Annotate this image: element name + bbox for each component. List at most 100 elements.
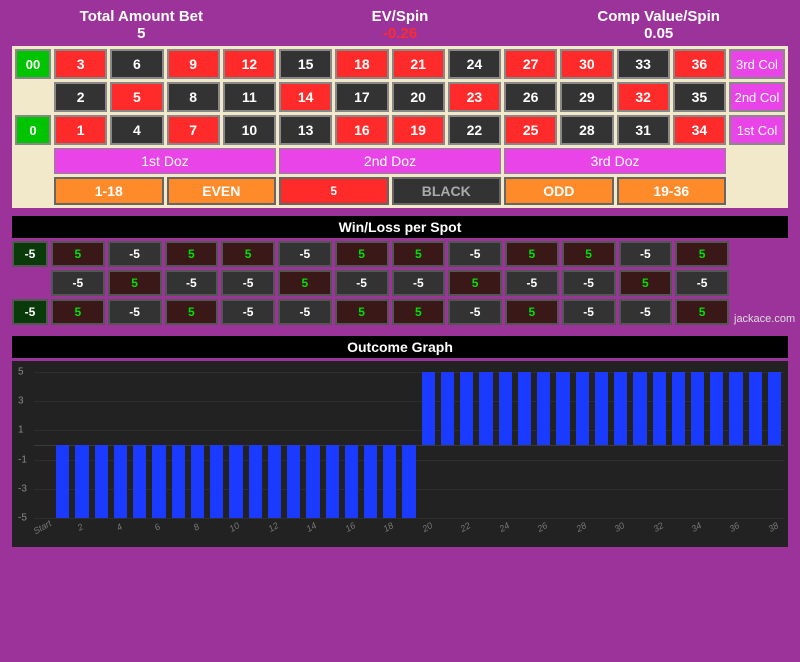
roulette-board: 003691215182124273033363rd Col2581114172…	[12, 46, 788, 208]
number-8[interactable]: 8	[167, 82, 220, 112]
wl-cell: 5	[505, 241, 559, 267]
column-bet[interactable]: 1st Col	[729, 115, 785, 145]
number-32[interactable]: 32	[617, 82, 670, 112]
bar-slot	[266, 365, 283, 525]
number-15[interactable]: 15	[279, 49, 332, 79]
number-27[interactable]: 27	[504, 49, 557, 79]
number-2[interactable]: 2	[54, 82, 107, 112]
wl-cell: 5	[278, 270, 332, 296]
number-33[interactable]: 33	[617, 49, 670, 79]
number-17[interactable]: 17	[335, 82, 388, 112]
outside-1-18[interactable]: 1-18	[54, 177, 164, 205]
outside-black[interactable]: BLACK	[392, 177, 502, 205]
number-24[interactable]: 24	[448, 49, 501, 79]
wl-cell: -5	[505, 270, 559, 296]
wl-cell: 5	[392, 241, 446, 267]
stat-comp: Comp Value/Spin 0.05	[529, 8, 788, 42]
bar-slot	[247, 365, 264, 525]
bar-slot	[400, 365, 417, 525]
number-22[interactable]: 22	[448, 115, 501, 145]
wl-cell: -5	[278, 299, 332, 325]
y-tick-label: 1	[18, 425, 24, 436]
number-16[interactable]: 16	[335, 115, 388, 145]
bar-slot	[477, 365, 494, 525]
outcome-bar	[710, 372, 723, 445]
number-11[interactable]: 11	[223, 82, 276, 112]
number-21[interactable]: 21	[392, 49, 445, 79]
bar-slot	[35, 365, 52, 525]
outcome-bar	[133, 445, 146, 518]
stat-total-bet: Total Amount Bet 5	[12, 8, 271, 42]
number-26[interactable]: 26	[504, 82, 557, 112]
outcome-bar	[556, 372, 569, 445]
number-10[interactable]: 10	[223, 115, 276, 145]
number-13[interactable]: 13	[279, 115, 332, 145]
number-12[interactable]: 12	[223, 49, 276, 79]
outcome-bar	[75, 445, 88, 518]
stat-label: Total Amount Bet	[12, 8, 271, 25]
number-34[interactable]: 34	[673, 115, 726, 145]
number-28[interactable]: 28	[560, 115, 613, 145]
outcome-chart: 531-1-3-5 Start2468101214161820222426283…	[12, 361, 788, 547]
outcome-bar	[768, 372, 781, 445]
outcome-bar	[537, 372, 550, 445]
y-tick-label: -1	[18, 454, 27, 465]
stat-value: 0.05	[529, 25, 788, 42]
number-14[interactable]: 14	[279, 82, 332, 112]
number-1[interactable]: 1	[54, 115, 107, 145]
y-tick-label: 5	[18, 367, 24, 378]
number-23[interactable]: 23	[448, 82, 501, 112]
number-6[interactable]: 6	[110, 49, 163, 79]
wl-cell: 5	[392, 299, 446, 325]
wl-cell: -5	[108, 299, 162, 325]
number-31[interactable]: 31	[617, 115, 670, 145]
number-36[interactable]: 36	[673, 49, 726, 79]
number-7[interactable]: 7	[167, 115, 220, 145]
number-4[interactable]: 4	[110, 115, 163, 145]
dozen-bet[interactable]: 3rd Doz	[504, 148, 726, 174]
wl-cell: 5	[675, 299, 729, 325]
outcome-bar	[595, 372, 608, 445]
outside-19-36[interactable]: 19-36	[617, 177, 727, 205]
outside-5[interactable]: 5	[279, 177, 389, 205]
number-9[interactable]: 9	[167, 49, 220, 79]
number-35[interactable]: 35	[673, 82, 726, 112]
zero-00[interactable]: 00	[15, 49, 51, 79]
bar-slot	[131, 365, 148, 525]
bar-slot	[593, 365, 610, 525]
outcome-bar	[287, 445, 300, 518]
number-19[interactable]: 19	[392, 115, 445, 145]
stat-ev: EV/Spin -0.26	[271, 8, 530, 42]
number-29[interactable]: 29	[560, 82, 613, 112]
number-30[interactable]: 30	[560, 49, 613, 79]
column-bet[interactable]: 2nd Col	[729, 82, 785, 112]
stat-value: 5	[12, 25, 271, 42]
column-bet[interactable]: 3rd Col	[729, 49, 785, 79]
bar-slot	[708, 365, 725, 525]
outcome-bar	[345, 445, 358, 518]
outcome-title: Outcome Graph	[12, 336, 788, 358]
bar-slot	[420, 365, 437, 525]
wl-cell: 5	[335, 241, 389, 267]
number-20[interactable]: 20	[392, 82, 445, 112]
bar-slot	[208, 365, 225, 525]
number-25[interactable]: 25	[504, 115, 557, 145]
dozen-bet[interactable]: 1st Doz	[54, 148, 276, 174]
dozen-bet[interactable]: 2nd Doz	[279, 148, 501, 174]
outcome-bar	[441, 372, 454, 445]
outside-even[interactable]: EVEN	[167, 177, 277, 205]
bar-slot	[458, 365, 475, 525]
bar-slot	[535, 365, 552, 525]
wl-cell: 5	[335, 299, 389, 325]
number-5[interactable]: 5	[110, 82, 163, 112]
number-3[interactable]: 3	[54, 49, 107, 79]
bar-slot	[189, 365, 206, 525]
outcome-bar	[479, 372, 492, 445]
number-18[interactable]: 18	[335, 49, 388, 79]
wl-cell: -5	[562, 299, 616, 325]
outcome-bar	[114, 445, 127, 518]
zero-0[interactable]: 0	[15, 115, 51, 145]
outcome-bar	[326, 445, 339, 518]
bar-slot	[727, 365, 744, 525]
outside-odd[interactable]: ODD	[504, 177, 614, 205]
